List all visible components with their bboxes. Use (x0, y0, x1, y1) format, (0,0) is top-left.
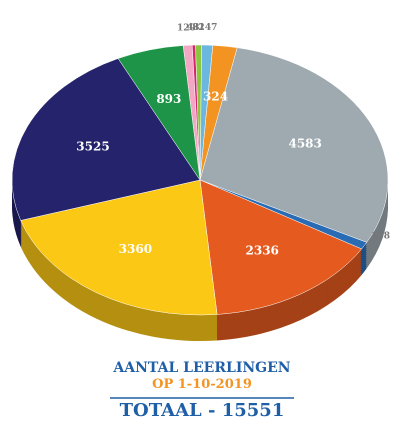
data-label: 147 (199, 23, 218, 33)
slice (20, 179, 218, 316)
data-label: 324 (203, 90, 228, 104)
slice (199, 47, 389, 243)
total: TOTAAL - 15551 (120, 400, 285, 421)
slice (117, 45, 201, 181)
slice (199, 179, 363, 315)
data-label: 4583 (288, 136, 321, 150)
data-label: 43 (187, 23, 200, 33)
date: OP 1-10-2019 (152, 377, 252, 392)
data-label: 893 (156, 92, 181, 106)
data-label: 3360 (119, 242, 152, 256)
slice (11, 58, 201, 221)
subtitle: AANTAL LEERLINGEN (112, 360, 290, 376)
data-label: 82 (192, 23, 205, 33)
data-label: 138 (371, 232, 390, 242)
data-label: 2336 (246, 243, 279, 257)
data-label: 3525 (76, 139, 109, 153)
data-label: 120 (177, 23, 196, 33)
